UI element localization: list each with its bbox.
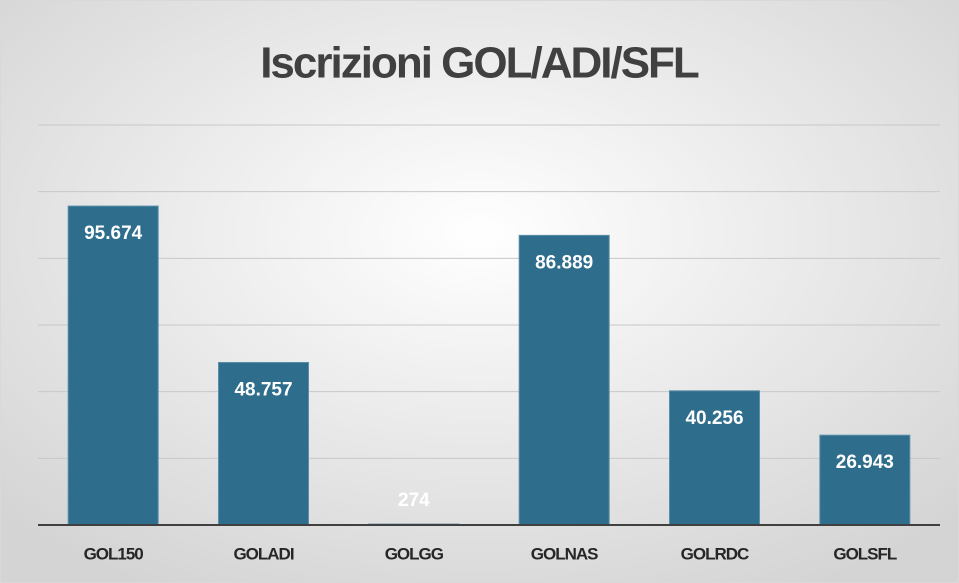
x-tick-label: GOLADI — [233, 544, 293, 563]
chart-title: Iscrizioni GOL/ADI/SFL — [260, 39, 699, 88]
x-tick-label: GOLNAS — [531, 544, 598, 563]
x-tick-label: GOLRDC — [681, 544, 749, 563]
bar — [218, 361, 309, 526]
bar — [518, 234, 610, 526]
x-tick-label: GOLGG — [385, 544, 444, 563]
bar — [819, 434, 911, 526]
value-label: 26.943 — [836, 452, 894, 473]
value-label: 48.757 — [234, 379, 292, 400]
x-tick-label: GOL150 — [84, 544, 144, 563]
bar — [67, 205, 159, 526]
x-tick-label: GOLSFL — [833, 544, 897, 563]
bar — [669, 390, 760, 526]
value-label: 95.674 — [84, 223, 143, 244]
value-label: 86.889 — [535, 252, 593, 273]
value-label: 274 — [398, 490, 430, 511]
value-label: 40.256 — [685, 408, 743, 429]
